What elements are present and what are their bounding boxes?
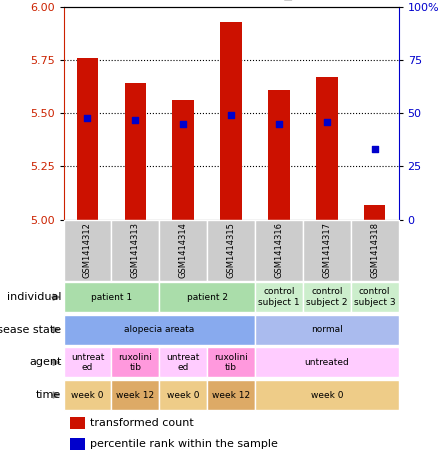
Text: time: time (36, 390, 61, 400)
Bar (351, 220, 399, 281)
Text: GSM1414317: GSM1414317 (322, 222, 331, 278)
Text: control
subject 2: control subject 2 (306, 288, 347, 307)
Text: agent: agent (29, 357, 61, 367)
Bar (64, 220, 111, 281)
Bar (351, 282, 399, 312)
Bar (64, 282, 159, 312)
Bar (255, 380, 399, 410)
Bar (159, 380, 207, 410)
Bar (159, 282, 255, 312)
Text: control
subject 1: control subject 1 (258, 288, 300, 307)
Text: individual: individual (7, 292, 61, 302)
Bar (207, 220, 255, 281)
Text: ruxolini
tib: ruxolini tib (214, 353, 248, 372)
Bar (173, 101, 194, 220)
Bar (124, 83, 146, 220)
Text: control
subject 3: control subject 3 (354, 288, 396, 307)
Point (276, 120, 283, 127)
Bar (64, 315, 255, 345)
Bar (255, 282, 303, 312)
Bar (255, 315, 399, 345)
Text: untreated: untreated (304, 358, 349, 367)
Bar (268, 90, 290, 220)
Text: patient 1: patient 1 (91, 293, 132, 302)
Bar (316, 77, 338, 220)
Point (228, 112, 235, 119)
Bar (111, 380, 159, 410)
Point (180, 120, 187, 127)
Bar (303, 282, 351, 312)
Point (323, 118, 330, 125)
Text: GSM1414312: GSM1414312 (83, 222, 92, 278)
Text: transformed count: transformed count (90, 418, 194, 428)
Text: untreat
ed: untreat ed (166, 353, 200, 372)
Text: GSM1414314: GSM1414314 (179, 222, 187, 278)
Bar (255, 220, 303, 281)
Bar (64, 380, 111, 410)
Text: ruxolini
tib: ruxolini tib (118, 353, 152, 372)
Bar (70, 417, 85, 429)
Text: week 12: week 12 (116, 390, 154, 400)
Bar (364, 205, 385, 220)
Bar (303, 220, 351, 281)
Point (371, 146, 378, 153)
Bar (159, 347, 207, 377)
Text: alopecia areata: alopecia areata (124, 325, 194, 334)
Bar (220, 22, 242, 220)
Bar (159, 220, 207, 281)
Bar (70, 438, 85, 450)
Text: GSM1414313: GSM1414313 (131, 222, 140, 278)
Bar (77, 58, 98, 220)
Bar (111, 347, 159, 377)
Text: week 0: week 0 (71, 390, 104, 400)
Bar (111, 220, 159, 281)
Text: GSM1414315: GSM1414315 (226, 222, 236, 278)
Text: week 0: week 0 (311, 390, 343, 400)
Text: GSM1414316: GSM1414316 (275, 222, 283, 278)
Bar (255, 347, 399, 377)
Point (132, 116, 139, 123)
Bar (207, 380, 255, 410)
Bar (64, 347, 111, 377)
Text: normal: normal (311, 325, 343, 334)
Text: GSM1414318: GSM1414318 (370, 222, 379, 278)
Text: percentile rank within the sample: percentile rank within the sample (90, 439, 278, 449)
Text: week 12: week 12 (212, 390, 250, 400)
Point (84, 114, 91, 121)
Text: untreat
ed: untreat ed (71, 353, 104, 372)
Text: week 0: week 0 (167, 390, 199, 400)
Text: disease state: disease state (0, 325, 61, 335)
Text: patient 2: patient 2 (187, 293, 228, 302)
Bar (207, 347, 255, 377)
